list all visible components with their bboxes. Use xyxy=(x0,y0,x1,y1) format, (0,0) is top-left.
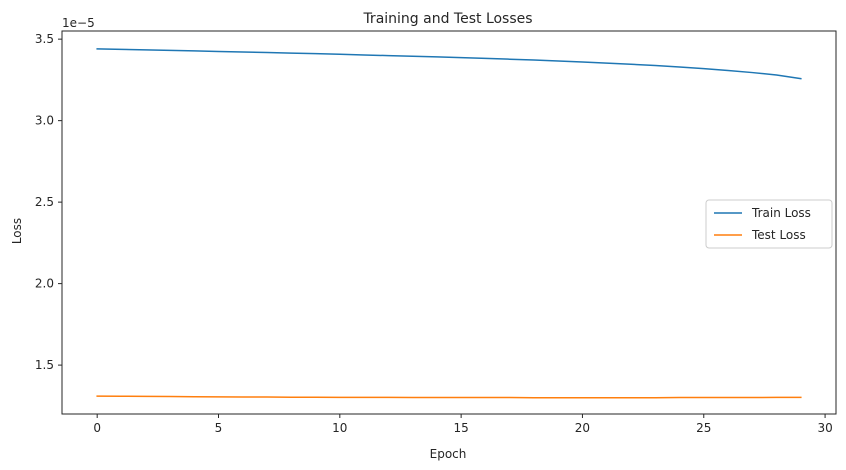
x-tick-label: 30 xyxy=(817,421,832,435)
x-tick-label: 5 xyxy=(215,421,223,435)
series-line-train-loss xyxy=(96,48,802,80)
x-tick-label: 0 xyxy=(93,421,101,435)
axes-frame xyxy=(61,30,837,415)
y-tick-label: 3.0 xyxy=(35,114,54,128)
x-axis-label: Epoch xyxy=(430,447,467,461)
y-tick-label: 1.5 xyxy=(35,358,54,372)
y-axis-ticks: 1.5 2.0 2.5 3.0 3.5 xyxy=(35,32,62,372)
x-tick-label: 20 xyxy=(575,421,590,435)
series-layer xyxy=(96,48,802,399)
y-tick-label: 2.5 xyxy=(35,195,54,209)
x-tick-label: 25 xyxy=(696,421,711,435)
legend-box xyxy=(705,199,833,249)
legend: Train Loss Test Loss xyxy=(705,199,833,249)
y-tick-label: 3.5 xyxy=(35,32,54,46)
y-tick-label: 2.0 xyxy=(35,277,54,291)
x-axis-ticks: 0 5 10 15 20 25 30 xyxy=(93,414,833,435)
legend-label-test: Test Loss xyxy=(751,228,806,242)
legend-label-train: Train Loss xyxy=(751,206,811,220)
chart-title: Training and Test Losses xyxy=(362,11,532,27)
x-tick-label: 10 xyxy=(332,421,347,435)
x-tick-label: 15 xyxy=(453,421,468,435)
y-axis-offset-text: 1e−5 xyxy=(62,16,95,30)
series-line-test-loss xyxy=(96,395,802,399)
y-axis-label: Loss xyxy=(10,218,24,244)
